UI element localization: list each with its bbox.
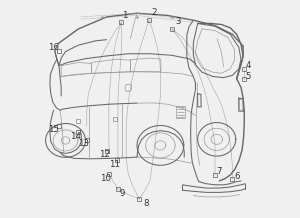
Text: 2: 2 [152, 8, 157, 17]
Text: 6: 6 [234, 172, 239, 181]
Text: 15: 15 [48, 125, 59, 134]
Text: 1: 1 [122, 11, 128, 20]
Text: 16: 16 [48, 43, 59, 52]
Text: 14: 14 [70, 132, 81, 141]
Text: 7: 7 [217, 167, 222, 176]
Text: 12: 12 [99, 150, 110, 159]
Text: 5: 5 [246, 72, 251, 81]
Text: 11: 11 [109, 160, 120, 169]
Text: 9: 9 [119, 189, 124, 198]
Text: 8: 8 [143, 199, 148, 208]
Text: 13: 13 [78, 139, 89, 148]
Text: 3: 3 [176, 17, 181, 26]
Text: 10: 10 [100, 174, 111, 183]
Text: 4: 4 [246, 61, 251, 70]
